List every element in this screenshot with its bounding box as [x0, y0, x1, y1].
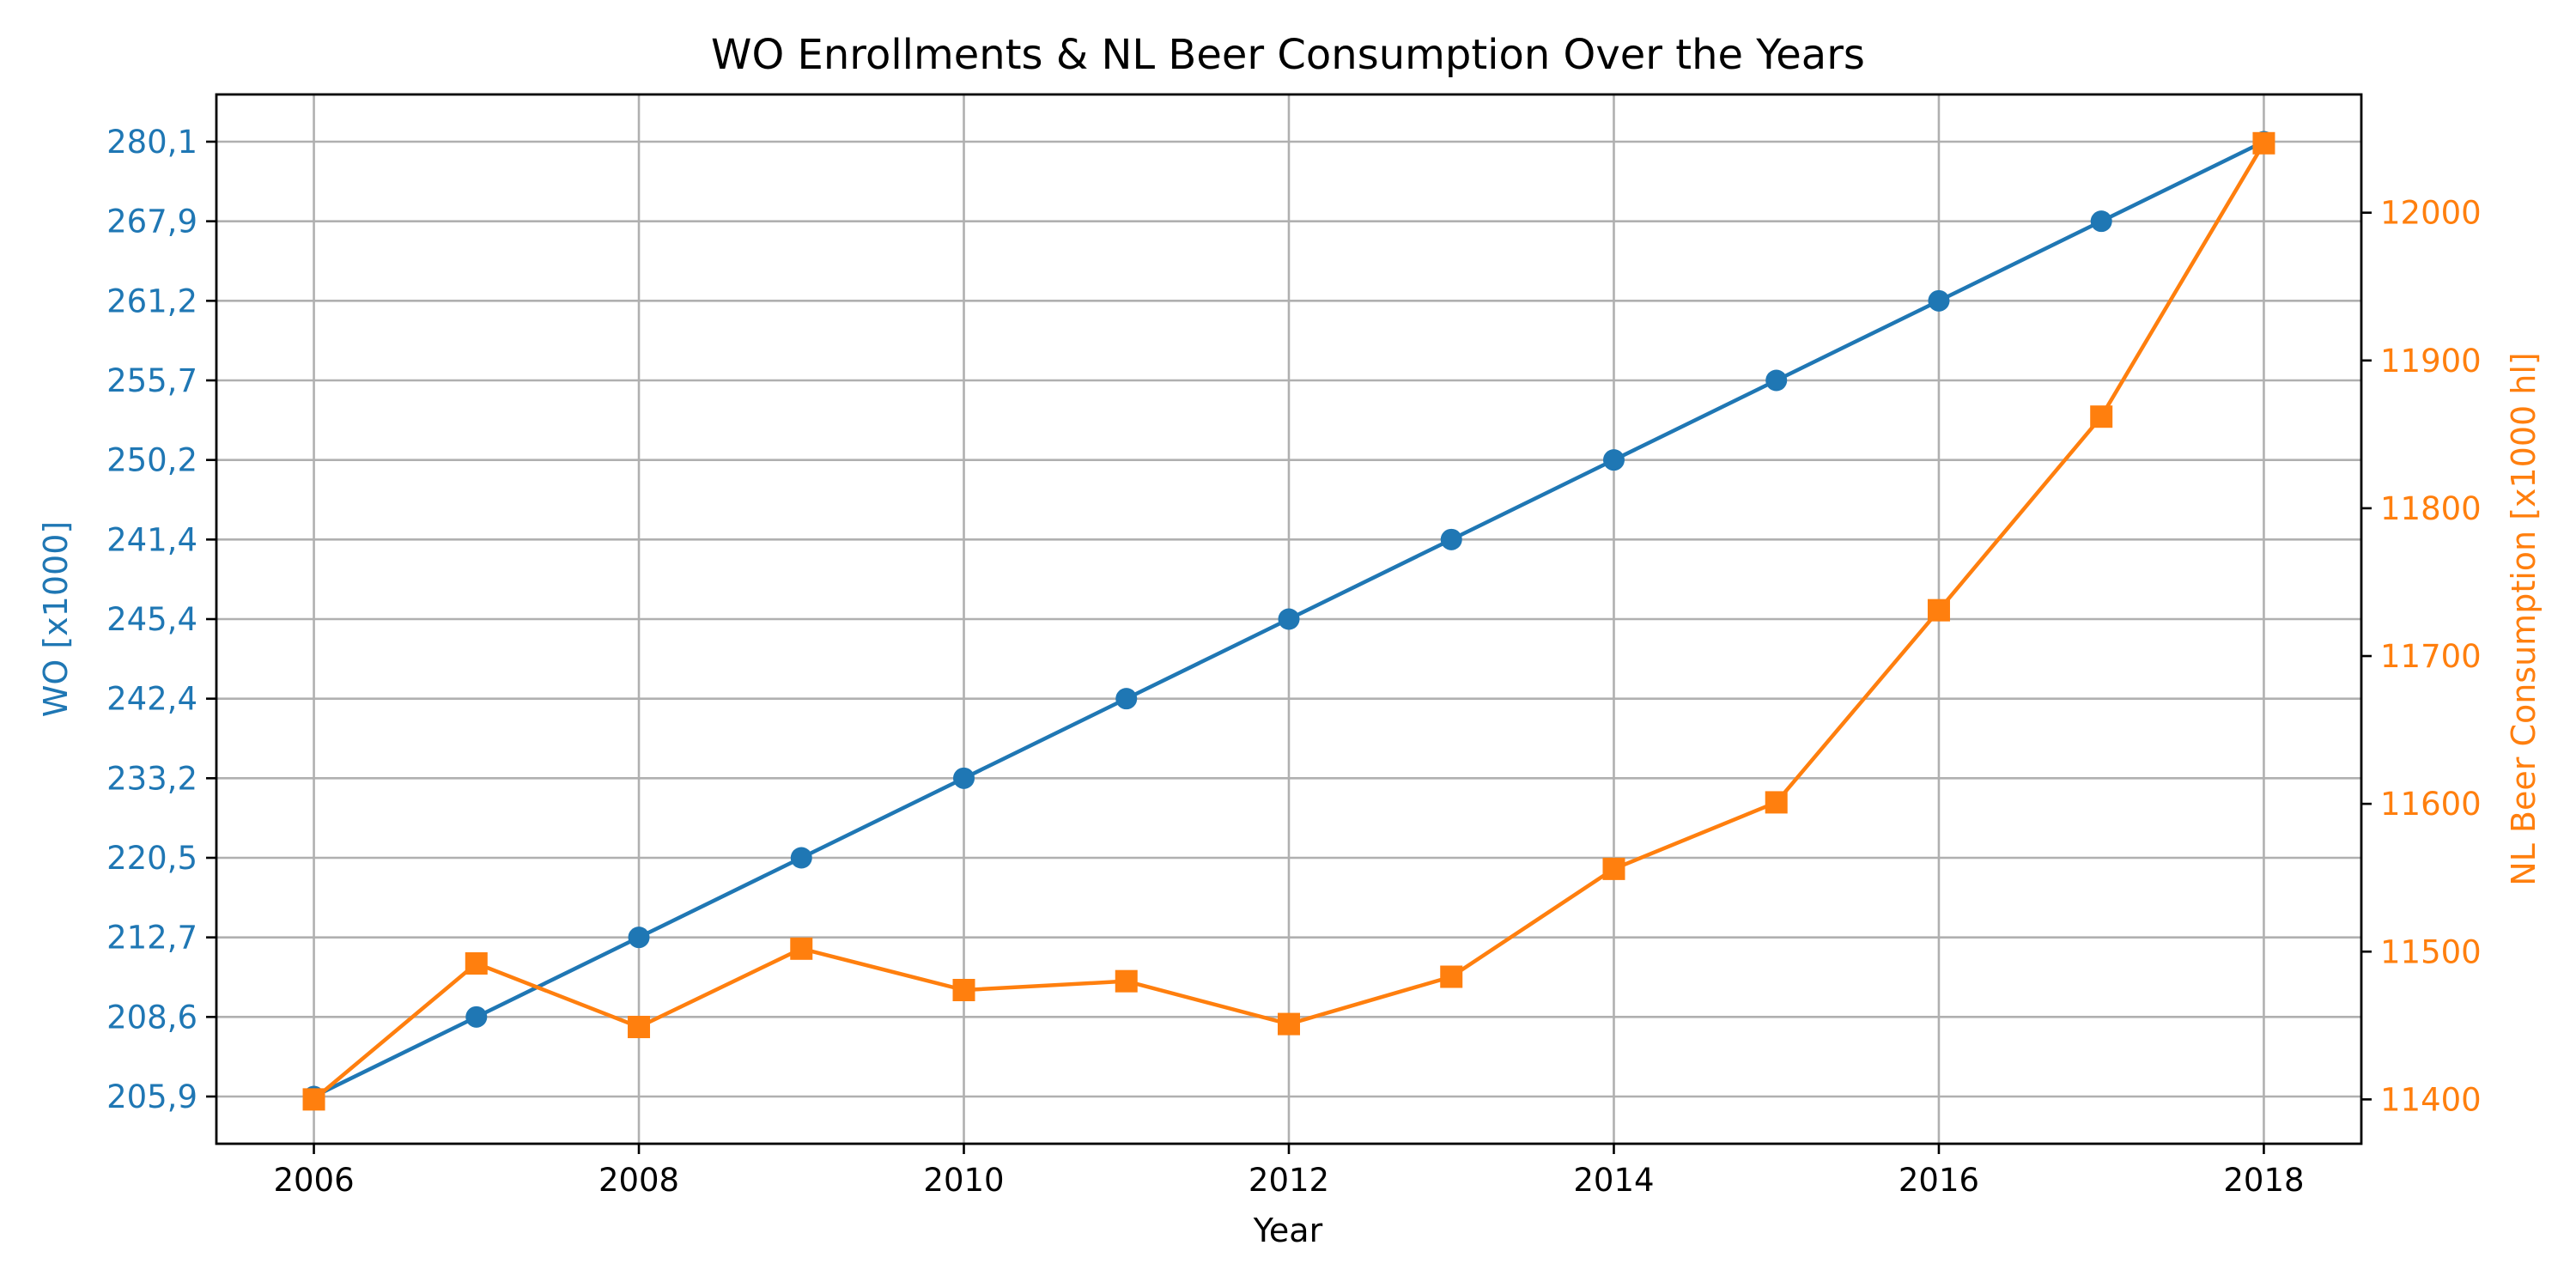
data-point [1115, 969, 1138, 993]
data-point [1602, 857, 1625, 880]
data-point [1278, 608, 1300, 630]
left-y-tick-label: 212,7 [106, 920, 197, 957]
data-point [1765, 791, 1788, 814]
data-point [790, 937, 813, 960]
left-y-tick-label: 250,2 [106, 442, 197, 479]
data-point [2252, 131, 2275, 155]
right-y-tick-label: 11800 [2380, 490, 2482, 527]
data-point [1927, 598, 1950, 622]
data-point [465, 1005, 488, 1028]
left-y-tick-label: 245,4 [106, 601, 197, 638]
x-tick-label: 2014 [1573, 1162, 1654, 1199]
data-point [1440, 528, 1462, 550]
x-tick-label: 2012 [1249, 1162, 1329, 1199]
left-y-tick-label: 233,2 [106, 760, 197, 797]
data-point [1602, 449, 1625, 471]
series-layer [302, 131, 2275, 1111]
left-y-tick-label: 255,7 [106, 362, 197, 399]
left-y-tick-label: 241,4 [106, 521, 197, 558]
left-y-tick-label: 208,6 [106, 999, 197, 1036]
left-y-tick-label: 220,5 [106, 840, 197, 877]
right-y-axis-label: NL Beer Consumption [x1000 hl] [2505, 352, 2543, 886]
right-y-tick-label: 11500 [2380, 933, 2482, 970]
data-point [628, 1016, 651, 1039]
left-y-tick-label: 267,9 [106, 204, 197, 240]
data-point [1115, 688, 1138, 710]
x-tick-label: 2018 [2223, 1162, 2304, 1199]
x-tick-label: 2006 [273, 1162, 354, 1199]
data-point [952, 979, 975, 1002]
x-tick-label: 2010 [923, 1162, 1004, 1199]
chart-title: WO Enrollments & NL Beer Consumption Ove… [711, 31, 1865, 79]
data-point [790, 847, 812, 869]
x-tick-label: 2016 [1899, 1162, 1979, 1199]
data-point [465, 952, 488, 975]
data-point [1440, 965, 1463, 988]
left-y-tick-label: 242,4 [106, 681, 197, 718]
data-point [1928, 289, 1950, 312]
left-y-tick-label: 261,2 [106, 283, 197, 319]
right-y-tick-label: 11900 [2380, 343, 2482, 380]
data-point [1278, 1012, 1300, 1036]
data-point [1765, 369, 1788, 392]
right-y-tick-label: 11600 [2380, 786, 2482, 823]
right-y-tick-label: 12000 [2380, 195, 2482, 232]
data-point [302, 1088, 325, 1111]
axes: 2006 2008 2010 2012 2014 2016 2018 205,9 208,6 21… [106, 93, 2482, 1199]
data-point [953, 767, 975, 789]
x-axis-label: Year [1253, 1212, 1323, 1249]
data-point [2090, 405, 2113, 428]
data-point [2090, 210, 2112, 233]
left-y-tick-label: 280,1 [106, 124, 197, 161]
left-y-axis-label: WO [x1000] [37, 521, 75, 717]
left-y-tick-label: 205,9 [106, 1078, 197, 1115]
data-point [628, 927, 650, 949]
x-tick-label: 2008 [598, 1162, 679, 1199]
right-y-tick-label: 11400 [2380, 1081, 2482, 1118]
right-y-tick-label: 11700 [2380, 638, 2482, 675]
